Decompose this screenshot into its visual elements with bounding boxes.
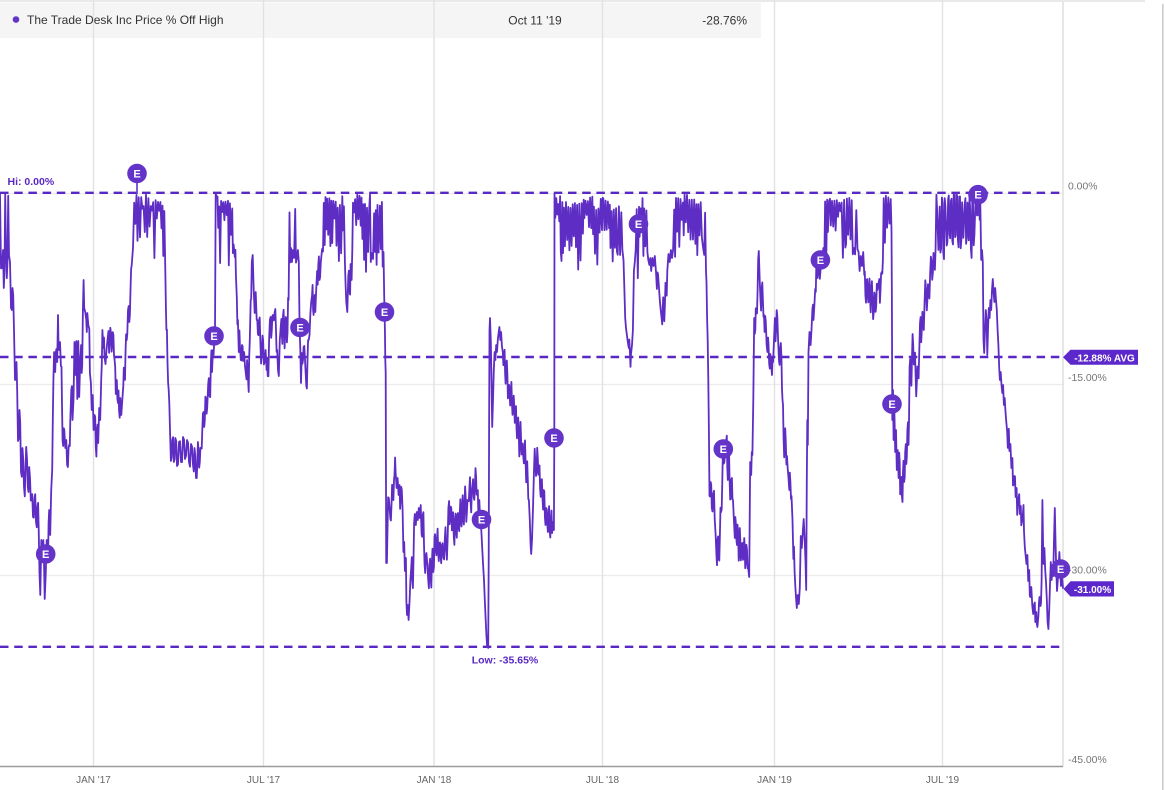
svg-text:Hi: 0.00%: Hi: 0.00% — [8, 176, 55, 188]
svg-text:JUL '18: JUL '18 — [586, 775, 620, 786]
svg-text:Oct 11 '19: Oct 11 '19 — [508, 13, 562, 27]
svg-text:E: E — [817, 255, 824, 267]
svg-text:E: E — [478, 514, 485, 526]
svg-text:JAN '18: JAN '18 — [417, 775, 452, 786]
svg-text:JUL '19: JUL '19 — [926, 775, 960, 786]
svg-text:E: E — [381, 307, 388, 319]
svg-text:E: E — [720, 444, 727, 456]
svg-text:JAN '19: JAN '19 — [757, 775, 792, 786]
svg-text:E: E — [42, 549, 49, 561]
svg-text:-15.00%: -15.00% — [1068, 373, 1107, 384]
svg-text:E: E — [133, 168, 140, 180]
svg-text:JUL '17: JUL '17 — [247, 775, 281, 786]
svg-text:-30.00%: -30.00% — [1068, 566, 1107, 577]
svg-text:E: E — [296, 322, 303, 334]
svg-text:-45.00%: -45.00% — [1068, 755, 1107, 766]
svg-text:JAN '17: JAN '17 — [76, 775, 111, 786]
svg-text:E: E — [1057, 564, 1064, 576]
svg-text:E: E — [635, 219, 642, 231]
svg-text:E: E — [550, 433, 557, 445]
svg-text:E: E — [974, 190, 981, 202]
svg-text:Low: -35.65%: Low: -35.65% — [472, 655, 539, 667]
svg-text:-12.88% AVG: -12.88% AVG — [1074, 353, 1135, 364]
svg-text:E: E — [210, 331, 217, 343]
svg-text:-28.76%: -28.76% — [702, 13, 747, 27]
svg-text:The Trade Desk Inc Price % Off: The Trade Desk Inc Price % Off High — [27, 13, 224, 27]
svg-text:-31.00%: -31.00% — [1074, 585, 1111, 596]
svg-text:E: E — [888, 399, 895, 411]
svg-text:0.00%: 0.00% — [1068, 182, 1097, 193]
